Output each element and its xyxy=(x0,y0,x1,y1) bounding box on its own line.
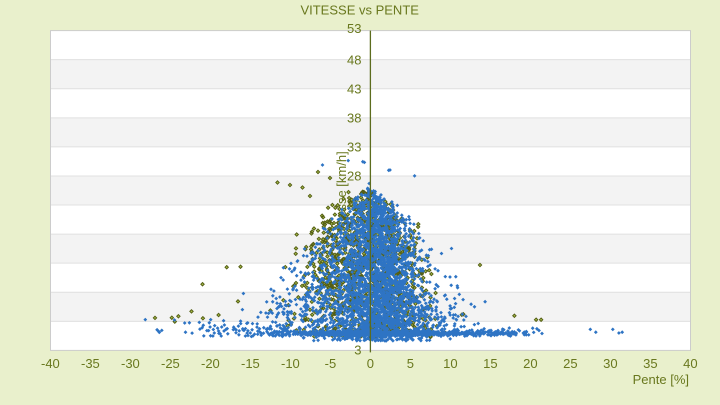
svg-text:Pente [%]: Pente [%] xyxy=(633,372,689,387)
svg-text:-15: -15 xyxy=(241,356,260,371)
svg-text:-25: -25 xyxy=(161,356,180,371)
svg-text:10: 10 xyxy=(443,356,457,371)
svg-text:53: 53 xyxy=(347,21,361,36)
svg-text:40: 40 xyxy=(683,356,697,371)
svg-text:38: 38 xyxy=(347,110,361,125)
svg-text:-10: -10 xyxy=(281,356,300,371)
svg-text:-35: -35 xyxy=(81,356,100,371)
svg-text:20: 20 xyxy=(523,356,537,371)
svg-text:48: 48 xyxy=(347,52,361,67)
svg-text:0: 0 xyxy=(367,356,374,371)
svg-text:-20: -20 xyxy=(201,356,220,371)
svg-text:-30: -30 xyxy=(121,356,140,371)
svg-text:25: 25 xyxy=(563,356,577,371)
svg-text:5: 5 xyxy=(407,356,414,371)
svg-text:-40: -40 xyxy=(41,356,60,371)
svg-text:43: 43 xyxy=(347,81,361,96)
svg-text:28: 28 xyxy=(347,169,361,184)
svg-text:VITESSE vs PENTE: VITESSE vs PENTE xyxy=(300,3,419,18)
svg-text:33: 33 xyxy=(347,140,361,155)
svg-text:15: 15 xyxy=(483,356,497,371)
svg-text:3: 3 xyxy=(354,342,361,357)
svg-text:Vitesse [km/h]: Vitesse [km/h] xyxy=(334,151,349,232)
svg-text:30: 30 xyxy=(603,356,617,371)
svg-text:-5: -5 xyxy=(325,356,337,371)
svg-text:35: 35 xyxy=(643,356,657,371)
